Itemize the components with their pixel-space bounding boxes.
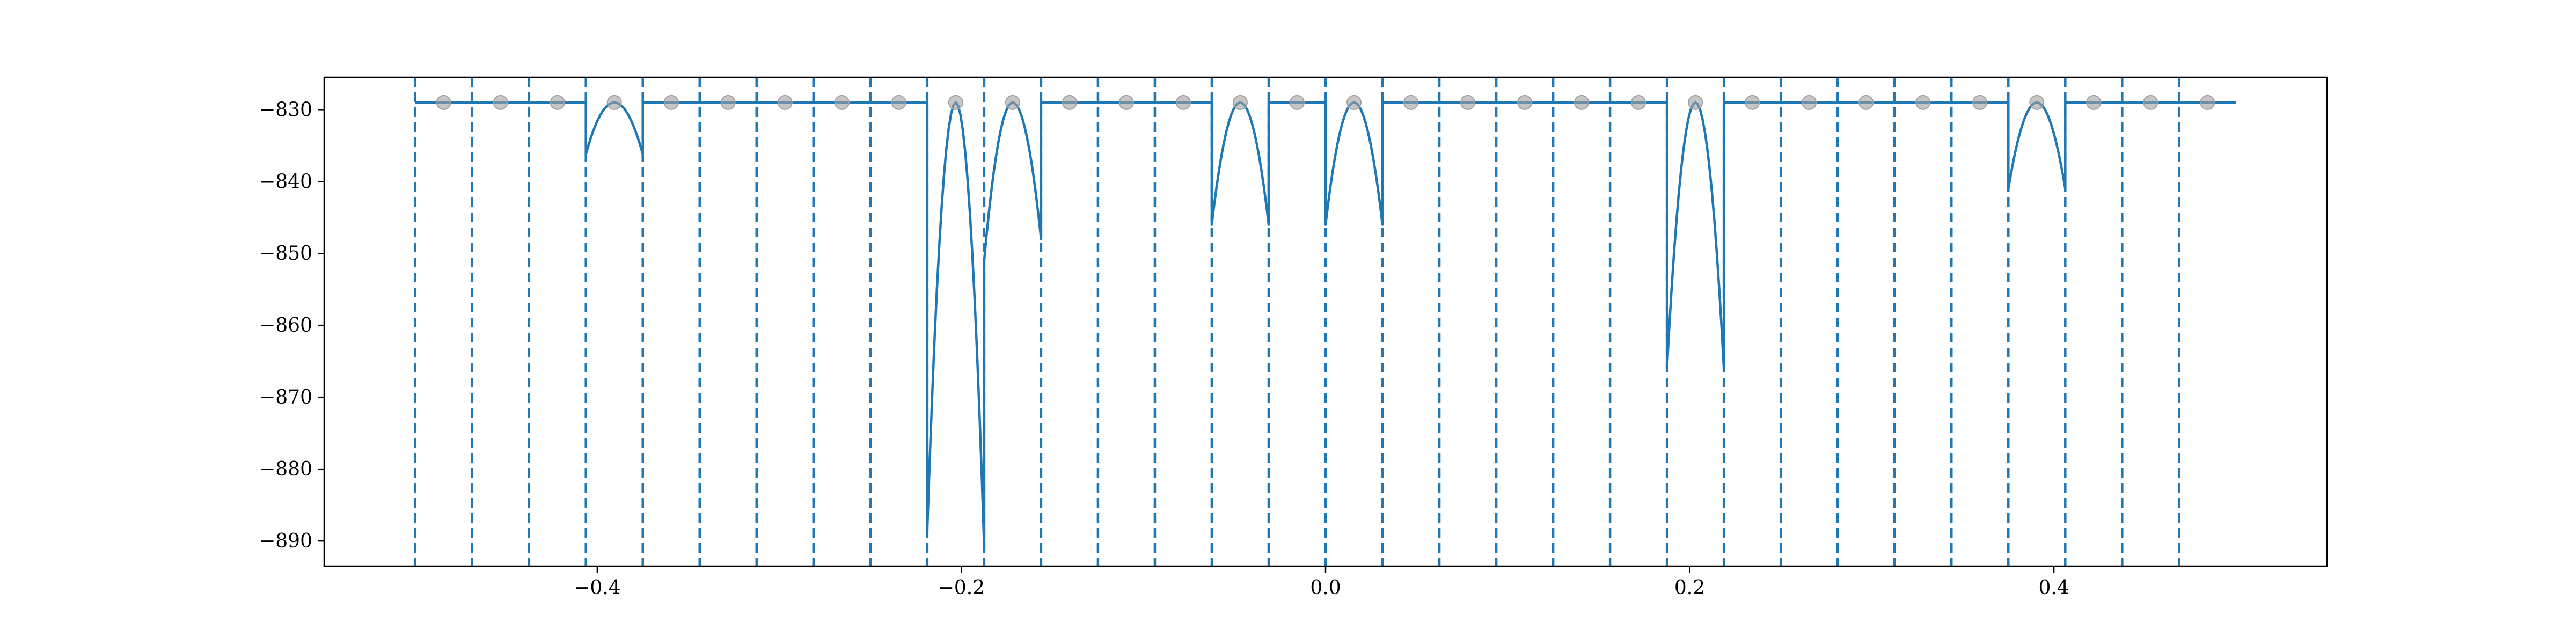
data-point	[663, 94, 679, 110]
y-tick-label: −830	[259, 99, 312, 121]
data-point	[1118, 94, 1134, 110]
data-point	[1175, 94, 1191, 110]
data-point	[2029, 94, 2045, 110]
y-tick-label: −870	[259, 386, 312, 408]
data-point	[1403, 94, 1419, 110]
y-tick-label: −850	[259, 243, 312, 265]
series-lines	[415, 101, 2236, 549]
data-point	[1289, 94, 1305, 110]
data-point	[2200, 94, 2215, 110]
x-tick-label: 0.4	[2038, 577, 2069, 599]
x-tick-label: −0.2	[938, 577, 985, 599]
x-axis: −0.4 −0.2 0.0 0.2 0.4	[574, 566, 2069, 599]
x-tick-label: 0.0	[1310, 577, 1341, 599]
data-point	[1574, 94, 1590, 110]
data-point	[948, 94, 963, 110]
data-point	[606, 94, 622, 110]
y-tick-label: −860	[259, 314, 312, 336]
plot-area	[414, 77, 2236, 566]
data-point	[1688, 94, 1703, 110]
data-point	[1915, 94, 1931, 110]
y-tick-label: −840	[259, 171, 312, 193]
y-tick-label: −890	[259, 530, 312, 552]
data-point	[1745, 94, 1760, 110]
data-point	[1972, 94, 1988, 110]
x-tick-label: −0.4	[574, 577, 620, 599]
data-points	[436, 94, 2215, 110]
data-point	[1232, 94, 1248, 110]
data-point	[436, 94, 451, 110]
data-point	[2143, 94, 2158, 110]
data-point	[2086, 94, 2102, 110]
y-tick-label: −880	[259, 458, 312, 480]
data-point	[1858, 94, 1874, 110]
series-line	[415, 101, 2236, 549]
data-point	[1802, 94, 1817, 110]
data-point	[550, 94, 565, 110]
data-point	[1517, 94, 1533, 110]
data-point	[1631, 94, 1646, 110]
data-point	[1346, 94, 1362, 110]
data-point	[777, 94, 793, 110]
data-point	[891, 94, 906, 110]
data-point	[1460, 94, 1476, 110]
data-point	[493, 94, 508, 110]
data-point	[1062, 94, 1077, 110]
data-point	[834, 94, 850, 110]
y-axis: −830 −840 −850 −860 −870 −880 −890	[259, 99, 324, 552]
data-point	[1005, 94, 1020, 110]
x-tick-label: 0.2	[1674, 577, 1705, 599]
data-point	[720, 94, 736, 110]
